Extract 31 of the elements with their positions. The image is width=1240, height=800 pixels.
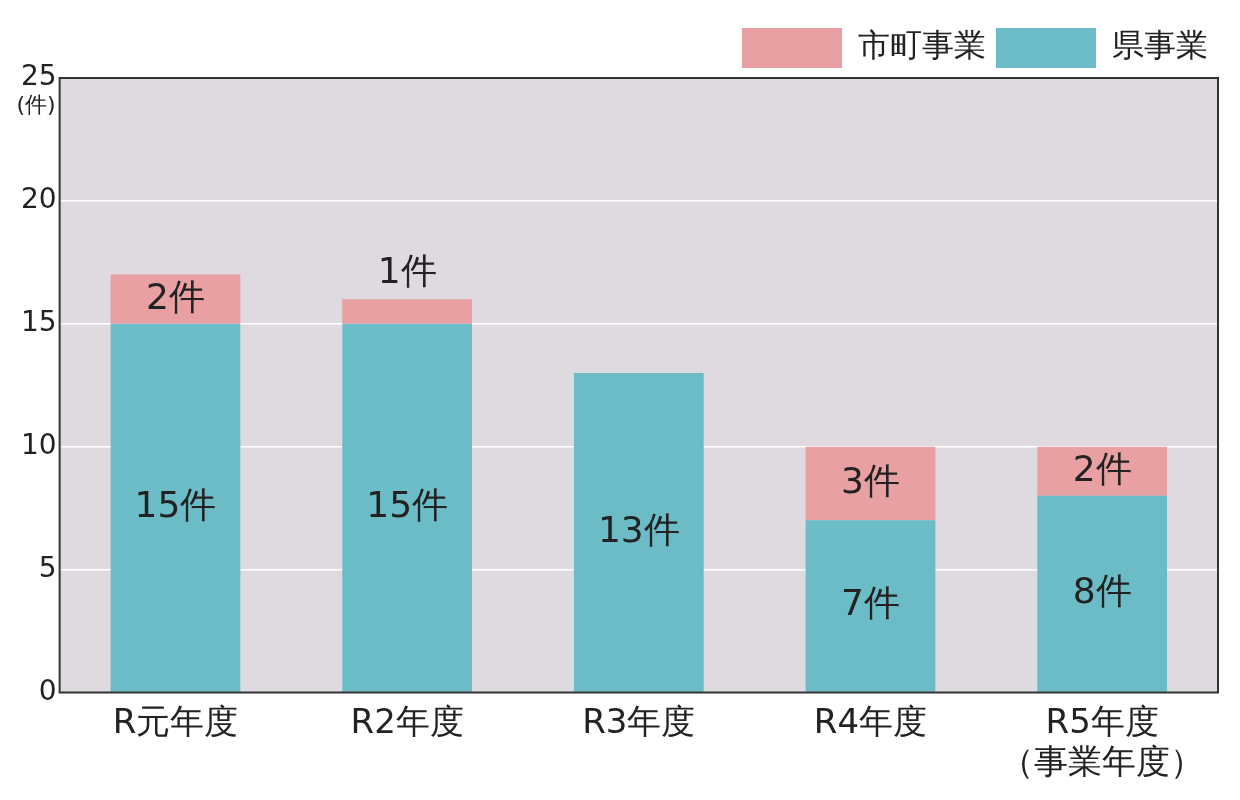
y-tick-label: 0 bbox=[38, 673, 57, 707]
data-label: 7件 bbox=[841, 582, 900, 624]
y-tick-label: 25 bbox=[20, 59, 57, 93]
data-label: 3件 bbox=[841, 459, 900, 501]
bar bbox=[805, 446, 936, 521]
bar bbox=[342, 299, 473, 324]
x-tick-label: R元年度 bbox=[112, 700, 239, 741]
bar bbox=[1037, 446, 1168, 496]
y-tick-label: 15 bbox=[20, 305, 57, 339]
legend-label: 県事業 bbox=[1112, 26, 1208, 65]
y-tick-label: 5 bbox=[38, 550, 57, 584]
bar bbox=[805, 520, 936, 692]
bar bbox=[342, 323, 473, 692]
data-label: 2件 bbox=[1072, 447, 1132, 489]
x-tick-label: R5年度（事業年度） bbox=[1000, 700, 1205, 782]
x-tick-label: R2年度 bbox=[350, 700, 464, 741]
bar bbox=[110, 323, 241, 692]
data-label: 1件 bbox=[377, 249, 437, 291]
data-label: 15件 bbox=[366, 484, 449, 526]
data-label: 2件 bbox=[146, 275, 205, 317]
legend-label: 市町事業 bbox=[858, 26, 986, 65]
y-tick-label: 10 bbox=[20, 427, 57, 461]
data-label: 8件 bbox=[1072, 570, 1132, 612]
x-tick-label: R4年度 bbox=[813, 700, 928, 741]
y-tick-label: 20 bbox=[20, 182, 57, 216]
data-label: 15件 bbox=[134, 484, 217, 526]
y-axis-title: (件) bbox=[16, 91, 56, 117]
bar bbox=[573, 372, 704, 692]
data-label: 13件 bbox=[597, 508, 680, 550]
bar bbox=[1037, 495, 1168, 692]
x-tick-label: R3年度 bbox=[582, 700, 696, 741]
